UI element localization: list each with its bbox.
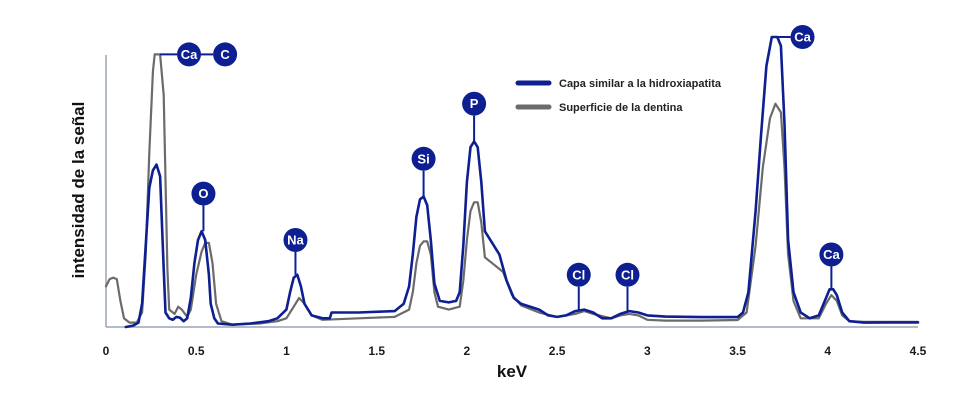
series-line-dentin: [104, 53, 920, 326]
element-marker-o: O: [191, 181, 216, 232]
element-markers: Ca C O Na Si P Cl Cl Ca Ca: [160, 25, 844, 312]
marker-circle: [411, 146, 436, 171]
element-marker-cl: Cl: [566, 262, 591, 310]
marker-label: Cl: [621, 267, 634, 282]
marker-circle: [615, 262, 640, 287]
x-tick-label: 2.5: [549, 344, 566, 358]
marker-circle: [819, 242, 844, 267]
element-marker-ca: Ca: [777, 25, 815, 49]
element-marker-na: Na: [283, 228, 308, 275]
element-marker-cl: Cl: [615, 262, 640, 312]
legend-label-dentin: Superficie de la dentina: [559, 102, 683, 114]
x-tick-label: 4: [824, 344, 831, 358]
x-tick-label: 0.5: [188, 344, 205, 358]
x-tick-labels: 0 0.5 1 1.5 2 2.5 3 3.5 4 4.5: [103, 344, 927, 358]
marker-label: Ca: [823, 247, 840, 262]
legend-label-hydroxyapatite: Capa similar a la hidroxiapatita: [559, 78, 722, 90]
x-tick-label: 1: [283, 344, 290, 358]
element-marker-c: C: [213, 42, 238, 67]
x-axis-title: keV: [497, 362, 528, 381]
marker-label: Cl: [572, 267, 585, 282]
marker-label: O: [198, 186, 208, 201]
element-marker-ca: Ca: [160, 42, 214, 67]
element-marker-si: Si: [411, 146, 436, 197]
x-tick-label: 2: [464, 344, 471, 358]
x-tick-label: 1.5: [368, 344, 385, 358]
marker-label: C: [220, 47, 230, 62]
marker-label: P: [470, 96, 479, 111]
y-axis-title: intensidad de la señal: [69, 102, 88, 279]
x-tick-label: 4.5: [910, 344, 927, 358]
series-layer: [104, 35, 920, 329]
marker-circle: [213, 42, 238, 67]
series-line-hydroxyapatite: [124, 35, 920, 329]
legend: Capa similar a la hidroxiapatita Superfi…: [515, 78, 722, 114]
marker-circle: [177, 42, 202, 67]
marker-circle: [283, 228, 308, 252]
element-marker-ca: Ca: [819, 242, 844, 290]
x-tick-label: 3.5: [729, 344, 746, 358]
marker-label: Ca: [794, 30, 811, 45]
marker-circle: [462, 91, 487, 116]
marker-label: Si: [417, 151, 429, 166]
element-marker-p: P: [462, 91, 487, 142]
marker-circle: [790, 25, 815, 49]
marker-label: Na: [287, 233, 304, 248]
axes-layer: [105, 55, 918, 328]
marker-circle: [191, 181, 216, 206]
x-tick-label: 3: [644, 344, 651, 358]
marker-label: Ca: [181, 47, 198, 62]
marker-circle: [566, 262, 591, 287]
x-tick-label: 0: [103, 344, 110, 358]
